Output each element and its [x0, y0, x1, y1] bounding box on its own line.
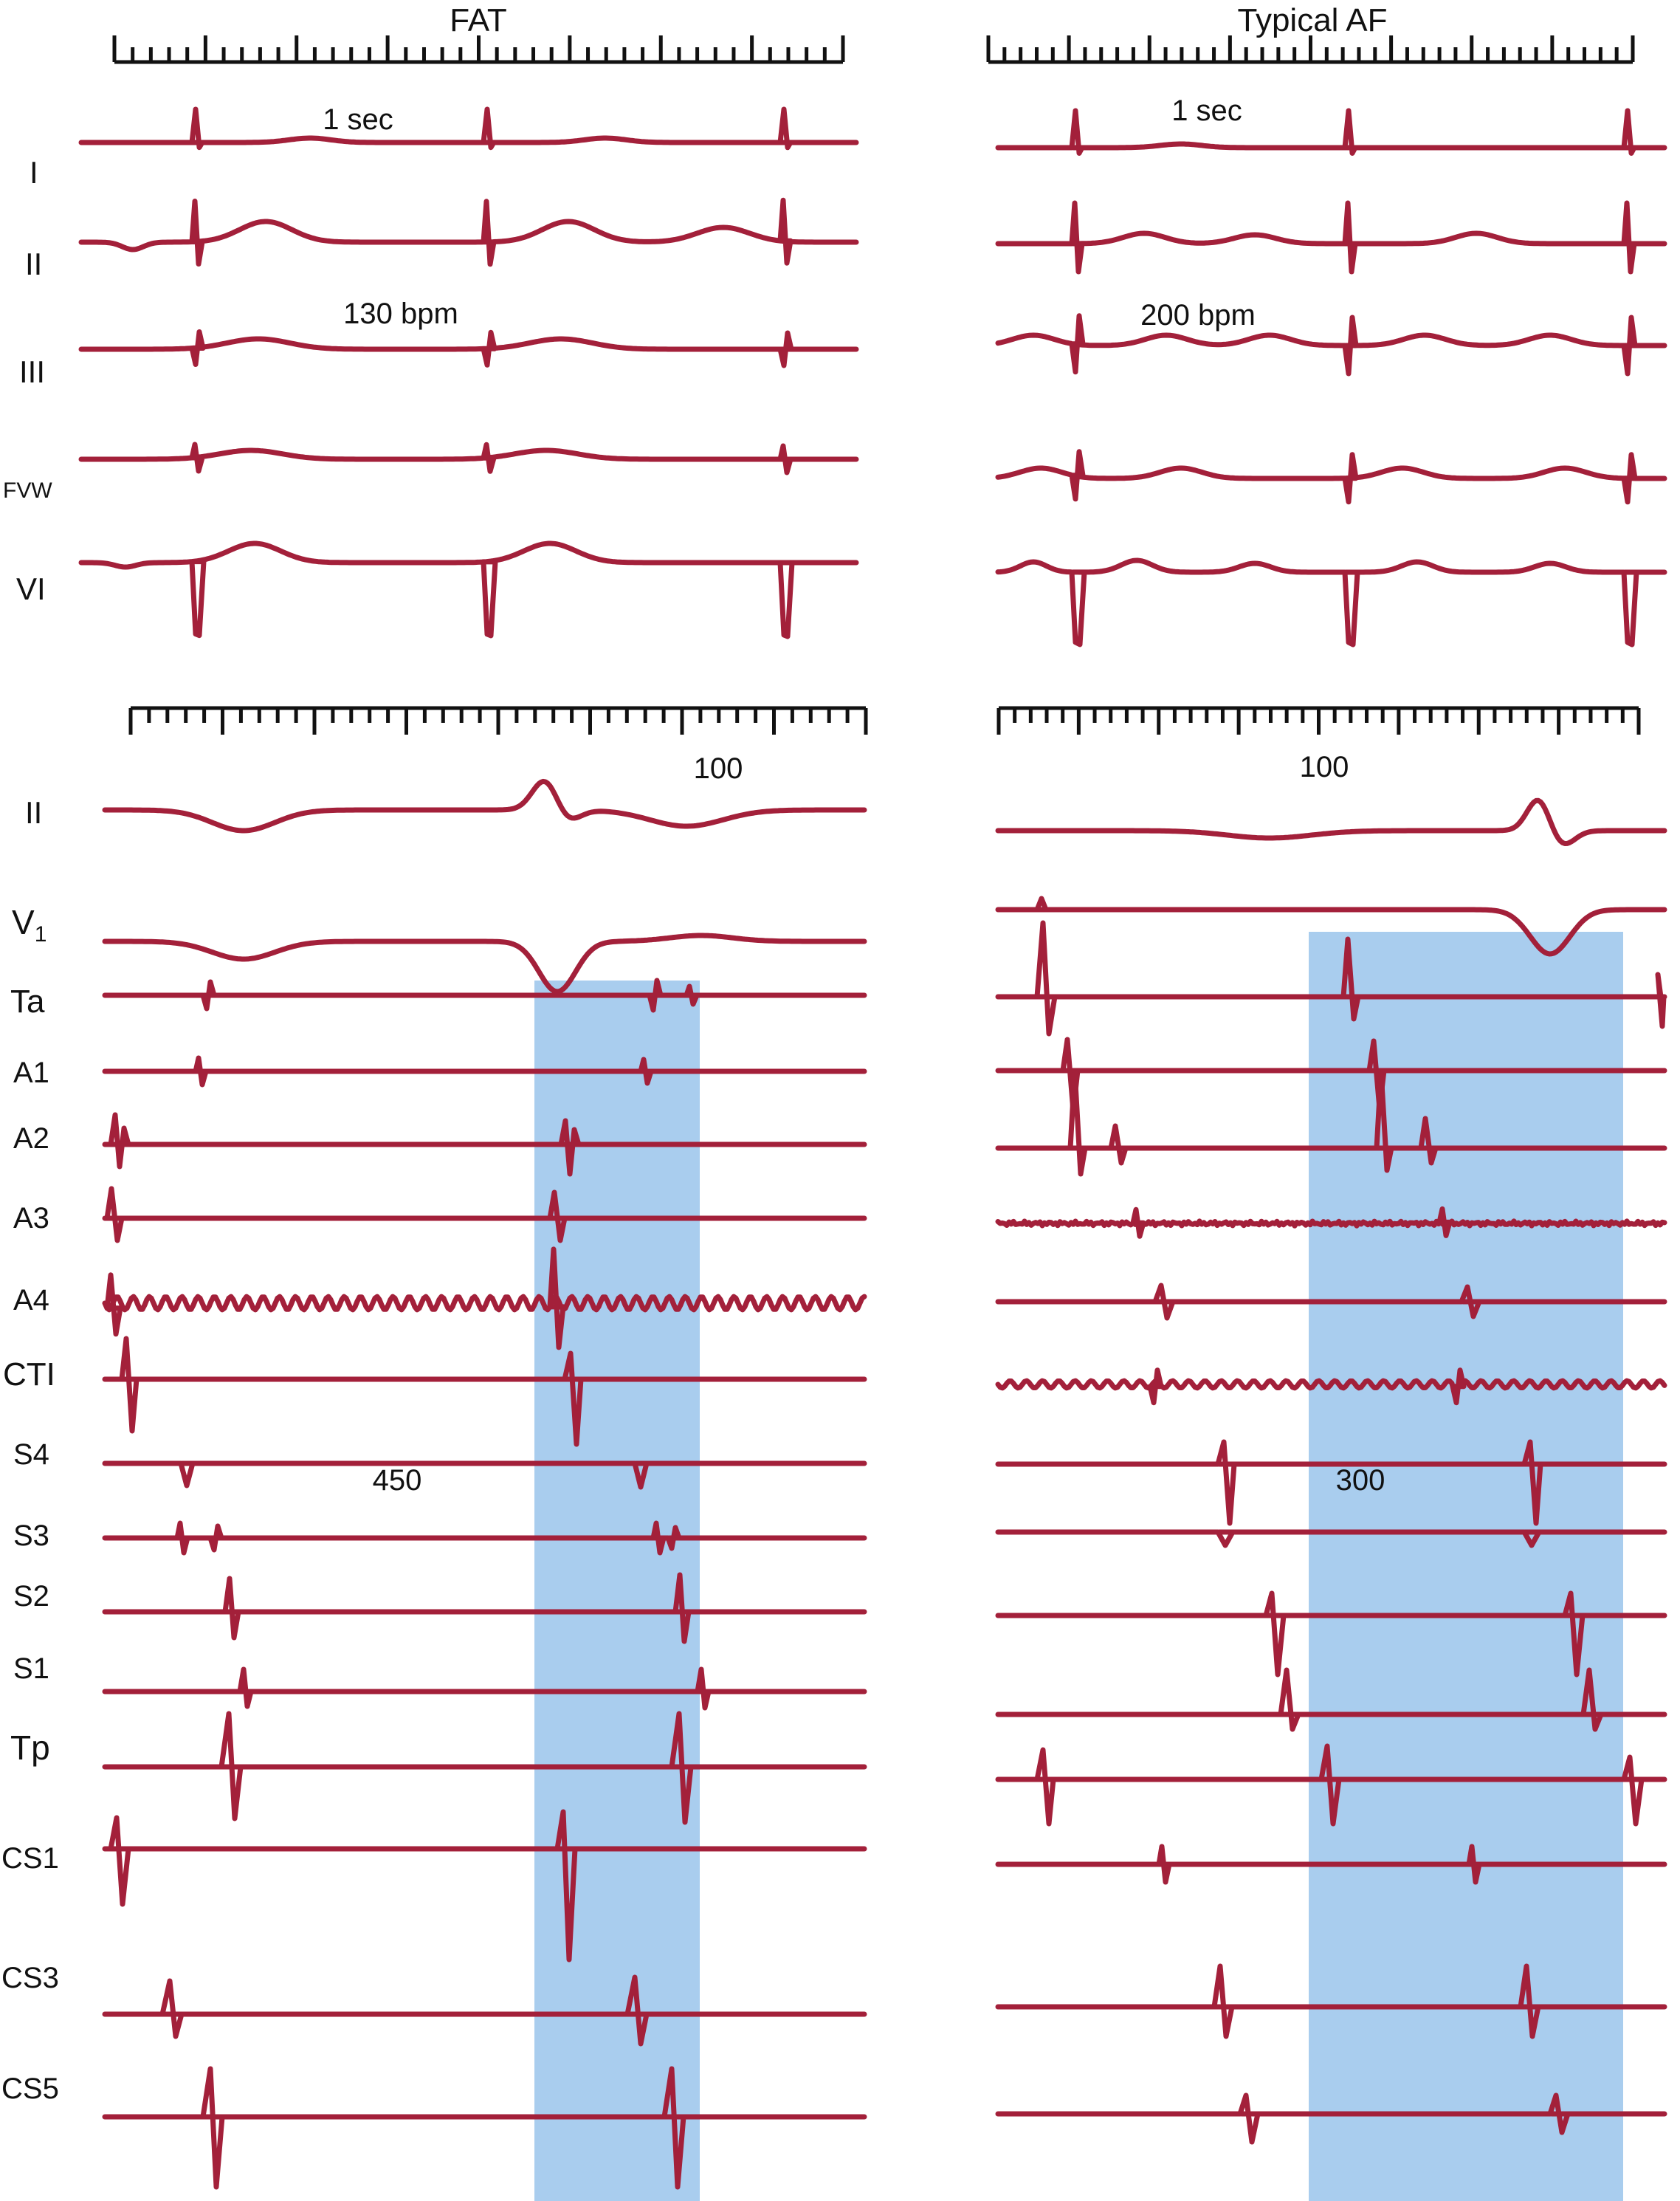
right-egm-cs3 [995, 1963, 1667, 2039]
right-lead-vi [995, 557, 1667, 648]
lead-label-ta: Ta [10, 983, 45, 1020]
lead-label-s1: S1 [13, 1652, 49, 1685]
right-egm-a2 [995, 1068, 1667, 1177]
left-egm-v1 [102, 933, 867, 995]
right-interval-label: 100 [1300, 751, 1349, 783]
lead-label-cs5: CS5 [1, 2073, 59, 2105]
lead-label-ii-lower: II [25, 795, 42, 830]
right-egm-s4 [995, 1439, 1667, 1526]
left-egm-a1 [102, 1055, 867, 1088]
right-egm-v1 [995, 896, 1667, 957]
left-time-scale-label: 1 sec [323, 103, 393, 136]
left-egm-s1 [102, 1666, 867, 1711]
left-activation-window [534, 981, 700, 2201]
lead-label-s2: S2 [13, 1580, 49, 1613]
right-egm-s2 [995, 1590, 1667, 1678]
lead-label-iii: III [19, 354, 45, 389]
right-lead-ii [995, 200, 1667, 275]
right-activation-window [1309, 932, 1623, 2201]
left-egm-s4 [102, 1460, 867, 1490]
right-lead-fvw [995, 449, 1667, 505]
right-egm-tp [995, 1743, 1667, 1827]
lead-label-tp: Tp [10, 1728, 50, 1767]
left-interval-label: 100 [694, 752, 743, 785]
left-egm-cs5 [102, 2066, 867, 2190]
lead-label-vi: VI [16, 571, 46, 606]
signal-traces [78, 106, 1667, 2190]
right-panel-title: Typical AF [1238, 2, 1388, 38]
right-time-scale-label: 1 sec [1171, 95, 1242, 127]
right-egm-s3 [995, 1529, 1667, 1548]
time-rulers [112, 35, 1641, 735]
right-egm-ii [995, 797, 1667, 846]
right-egm-s1 [995, 1667, 1667, 1732]
lead-label-cs1: CS1 [1, 1842, 59, 1875]
lead-label-a1: A1 [13, 1057, 49, 1089]
right-lead-iii [995, 313, 1667, 377]
right-egm-ta [995, 920, 1667, 1037]
lead-label-fvw: FVW [3, 478, 52, 503]
lead-label-a4: A4 [13, 1284, 49, 1316]
left-egm-tp [102, 1711, 867, 1825]
left-egm-cti [102, 1336, 867, 1447]
lead-label-a2: A2 [13, 1122, 49, 1155]
left-panel-title: FAT [450, 2, 506, 38]
right-egm-cs1 [995, 1844, 1667, 1885]
left-rate-label: 130 bpm [343, 298, 458, 330]
right-rate-label: 200 bpm [1140, 299, 1256, 332]
lead-label-cs3: CS3 [1, 1962, 59, 1994]
left-lead-vi [78, 540, 859, 639]
lead-label-i: I [30, 155, 38, 190]
left-egm-a4 [102, 1246, 867, 1350]
lead-label-s3: S3 [13, 1520, 49, 1552]
lead-label-a3: A3 [13, 1202, 49, 1235]
left-lead-ii [78, 197, 859, 267]
left-cycle-length-label: 450 [373, 1464, 422, 1497]
right-egm-a1 [995, 1037, 1667, 1114]
left-egm-cs3 [102, 1974, 867, 2047]
left-lead-i [78, 106, 859, 151]
right-egm-a3 [995, 1206, 1667, 1239]
right-egm-cti [995, 1367, 1667, 1406]
right-egm-cs5 [995, 2092, 1667, 2145]
lead-label-s4: S4 [13, 1438, 49, 1471]
left-bottom-ruler [128, 706, 868, 735]
right-egm-a4 [995, 1283, 1667, 1321]
lead-label-cti: CTI [3, 1356, 55, 1393]
left-egm-a3 [102, 1186, 867, 1243]
right-lead-i [995, 108, 1667, 156]
left-egm-cs1 [102, 1809, 867, 1963]
left-lead-fvw [78, 442, 859, 475]
right-top-ruler [986, 35, 1635, 64]
activation-shading [534, 932, 1623, 2201]
left-top-ruler [112, 35, 845, 64]
left-egm-s2 [102, 1572, 867, 1644]
right-cycle-length-label: 300 [1336, 1464, 1385, 1497]
right-bottom-ruler [996, 706, 1641, 735]
lead-label-ii: II [25, 247, 42, 281]
left-lead-iii [78, 329, 859, 368]
left-egm-ii [102, 778, 867, 834]
left-egm-a2 [102, 1112, 867, 1177]
left-egm-s3 [102, 1520, 867, 1556]
lead-label-v1: V1 [12, 903, 47, 947]
left-egm-ta [102, 978, 867, 1013]
